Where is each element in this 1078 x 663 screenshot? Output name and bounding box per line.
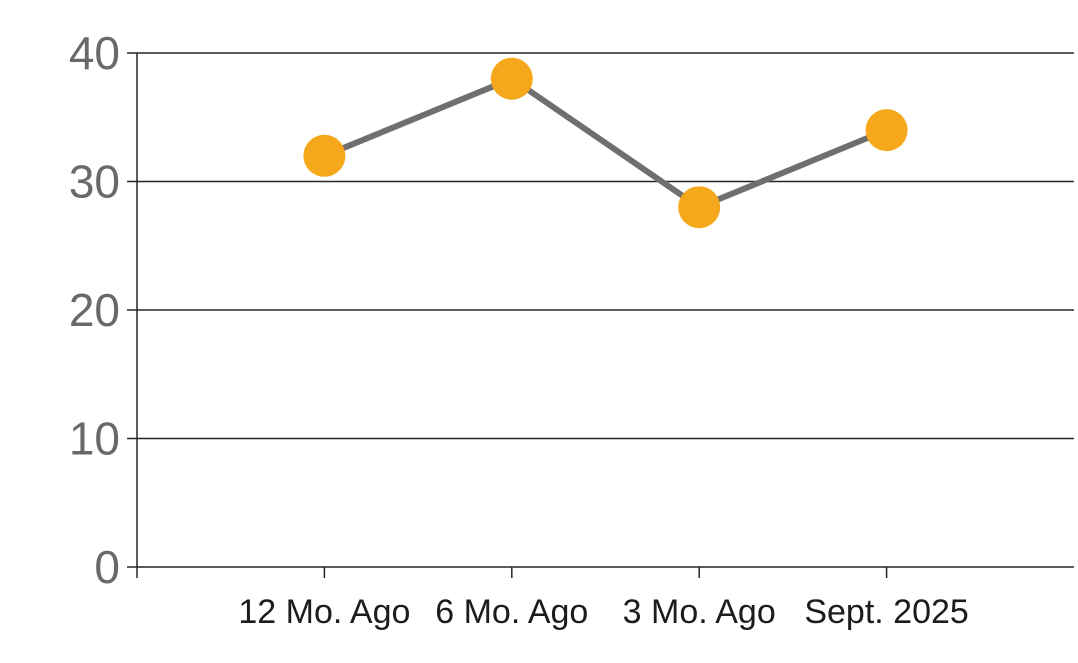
data-line	[321, 75, 890, 211]
y-tick-label: 10	[69, 413, 120, 465]
data-point-marker	[303, 134, 346, 177]
y-tick-label: 0	[94, 541, 120, 593]
y-tick-label: 20	[69, 284, 120, 336]
x-tick-label: 3 Mo. Ago	[623, 593, 776, 631]
y-tick-label: 30	[69, 156, 120, 208]
x-tick-label: 6 Mo. Ago	[435, 593, 588, 631]
x-tick-label: 12 Mo. Ago	[238, 593, 410, 631]
data-point-marker	[490, 57, 533, 100]
x-tick-label: Sept. 2025	[804, 593, 968, 631]
data-point-marker	[865, 109, 908, 152]
y-tick-label: 40	[69, 27, 120, 79]
data-point-marker	[678, 186, 721, 229]
